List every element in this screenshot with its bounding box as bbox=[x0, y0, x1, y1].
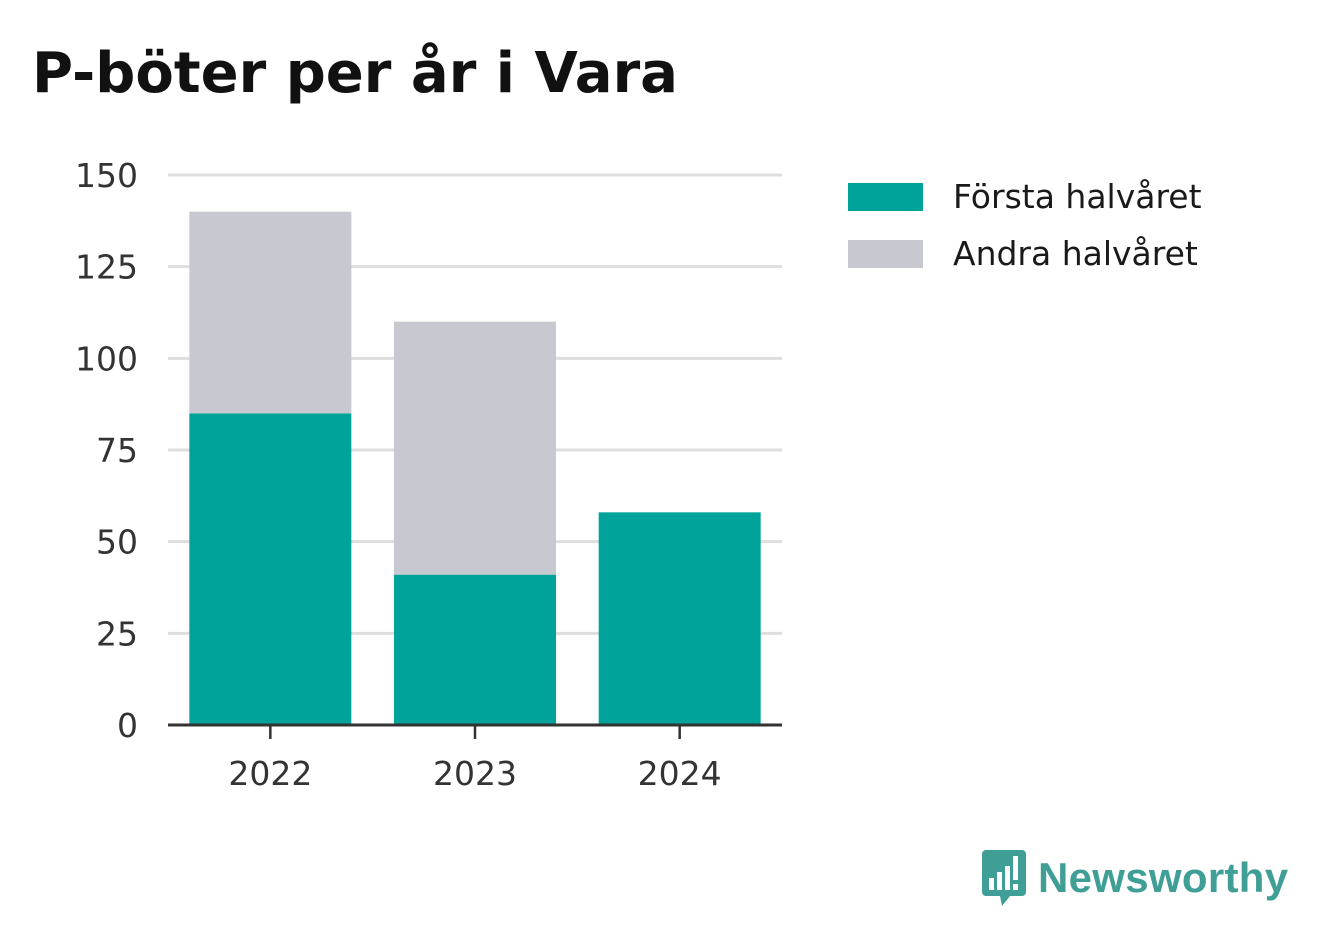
y-tick-label: 0 bbox=[117, 706, 138, 745]
bar-2023-series-0 bbox=[394, 574, 556, 725]
newsworthy-logo-icon bbox=[982, 850, 1026, 906]
newsworthy-brand: Newsworthy bbox=[980, 848, 1288, 908]
legend-label-andra: Andra halvåret bbox=[953, 234, 1198, 273]
legend-swatch-andra bbox=[848, 239, 923, 268]
x-tick-label: 2024 bbox=[638, 754, 722, 793]
bar-2022-series-0 bbox=[189, 413, 352, 725]
legend-label-forsta: Första halvåret bbox=[953, 177, 1202, 216]
bar-2022-series-1 bbox=[189, 211, 352, 414]
legend-item-forsta: Första halvåret bbox=[848, 168, 1202, 225]
legend-item-andra: Andra halvåret bbox=[848, 225, 1202, 282]
y-tick-label: 75 bbox=[96, 431, 138, 470]
y-axis: 0 25 50 75 100 125 150 bbox=[75, 156, 138, 745]
x-axis: 2022 2023 2024 bbox=[168, 723, 782, 793]
y-tick-label: 50 bbox=[96, 523, 138, 562]
x-tick-label: 2022 bbox=[228, 754, 312, 793]
y-tick-label: 25 bbox=[96, 614, 138, 653]
y-tick-label: 100 bbox=[75, 339, 138, 378]
bar-2024-series-0 bbox=[598, 512, 761, 725]
y-tick-label: 150 bbox=[75, 156, 138, 195]
bars bbox=[189, 211, 761, 725]
legend: Första halvåret Andra halvåret bbox=[848, 168, 1202, 282]
chart-title: P-böter per år i Vara bbox=[32, 41, 678, 106]
legend-swatch-forsta bbox=[848, 182, 923, 211]
y-tick-label: 125 bbox=[75, 248, 138, 287]
x-tick-label: 2023 bbox=[433, 754, 517, 793]
bar-2023-series-1 bbox=[394, 321, 556, 575]
brand-name: Newsworthy bbox=[1038, 854, 1289, 901]
